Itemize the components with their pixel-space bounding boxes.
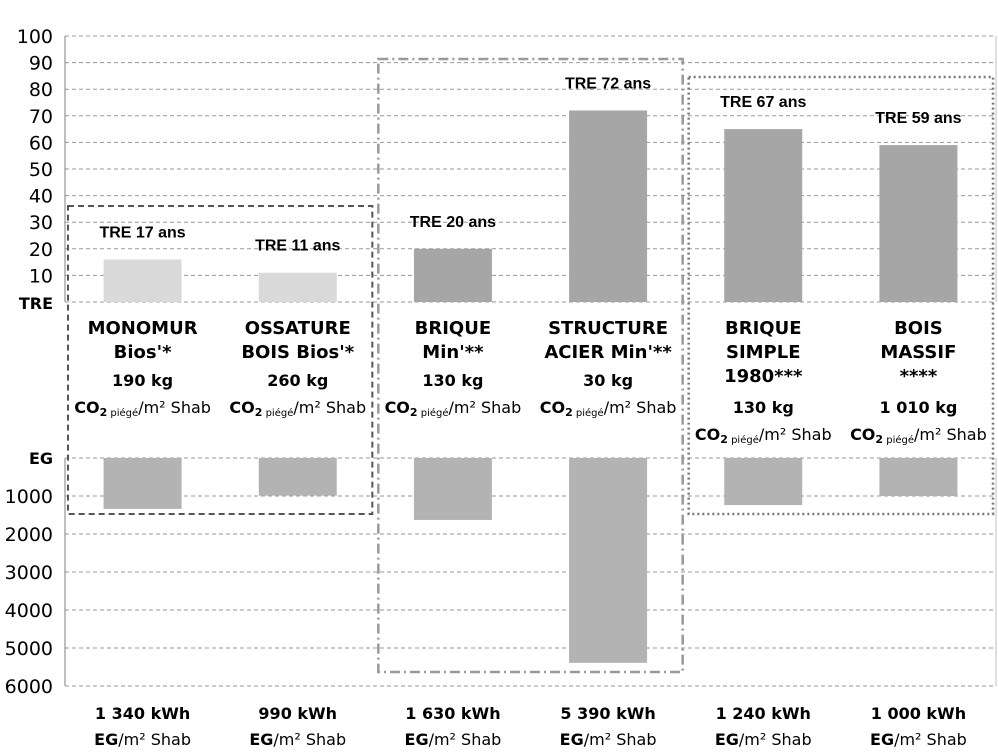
eg-unit: EG/m² Shab <box>870 730 967 749</box>
tre-data-label: TRE 17 ans <box>99 224 185 241</box>
eg-value-label: 1 340 kWh <box>95 704 190 723</box>
tre-bar <box>569 110 648 302</box>
co2-unit: CO2 piégé/m² Shab <box>540 398 677 419</box>
tre-bar <box>103 259 182 302</box>
co2-value: 130 kg <box>733 398 794 417</box>
eg-bar <box>569 458 648 663</box>
y-tick-label: 20 <box>29 239 53 261</box>
co2-unit: CO2 piégé/m² Shab <box>385 398 522 419</box>
y-tick-label: 30 <box>29 212 53 234</box>
y-tick-label: 60 <box>29 132 53 154</box>
group-box <box>67 205 374 515</box>
tre-data-label: TRE 11 ans <box>255 238 340 255</box>
tre-data-label: TRE 67 ans <box>720 94 806 111</box>
eg-axis-label: EG <box>29 449 53 468</box>
eg-value-label: 1 000 kWh <box>871 704 966 723</box>
eg-value-label: 990 kWh <box>258 704 337 723</box>
eg-bar <box>879 458 958 496</box>
tre-bar <box>258 272 337 302</box>
co2-value: 190 kg <box>112 371 173 390</box>
y-tick-label: 40 <box>29 186 53 208</box>
co2-unit: CO2 piégé/m² Shab <box>695 425 832 446</box>
category-name: STRUCTURE <box>548 318 668 339</box>
y-tick-label: 100 <box>17 26 53 48</box>
category-name: BOIS Bios'* <box>241 342 354 363</box>
eg-unit: EG/m² Shab <box>249 730 346 749</box>
y-tick-label: 1000 <box>5 486 53 508</box>
category-name: OSSATURE <box>245 318 351 339</box>
category-name: **** <box>900 366 938 387</box>
tre-bar <box>879 145 958 302</box>
y-tick-label: 50 <box>29 159 53 181</box>
category-name: MONOMUR <box>88 318 198 339</box>
eg-bar <box>413 458 492 520</box>
y-tick-label: 2000 <box>5 524 53 546</box>
eg-bar <box>724 458 803 506</box>
eg-value-label: 1 630 kWh <box>405 704 500 723</box>
y-tick-label: 6000 <box>5 676 53 698</box>
eg-bar <box>103 458 182 509</box>
tre-bar <box>724 129 803 302</box>
category-name: BRIQUE <box>415 318 492 339</box>
co2-value: 1 010 kg <box>880 398 958 417</box>
category-name: BRIQUE <box>725 318 802 339</box>
category-name: SIMPLE <box>726 342 801 363</box>
y-tick-label: 3000 <box>5 562 53 584</box>
eg-unit: EG/m² Shab <box>560 730 657 749</box>
category-name: ACIER Min'** <box>544 342 672 363</box>
eg-unit: EG/m² Shab <box>94 730 191 749</box>
category-name: Min'** <box>422 342 484 363</box>
y-tick-label: 90 <box>29 53 53 75</box>
tre-bar <box>413 248 492 302</box>
category-name: 1980*** <box>724 366 803 387</box>
category-name: BOIS <box>894 318 943 339</box>
category-name: Bios'* <box>114 342 172 363</box>
co2-unit: CO2 piégé/m² Shab <box>74 398 211 419</box>
co2-value: 30 kg <box>583 371 633 390</box>
y-tick-label: 10 <box>29 265 53 287</box>
y-tick-label: 80 <box>29 79 53 101</box>
tre-data-label: TRE 72 ans <box>565 75 651 92</box>
category-name: MASSIF <box>880 342 956 363</box>
y-tick-label: 70 <box>29 106 53 128</box>
eg-value-label: 1 240 kWh <box>716 704 811 723</box>
co2-value: 260 kg <box>267 371 328 390</box>
co2-unit: CO2 piégé/m² Shab <box>850 425 987 446</box>
co2-unit: CO2 piégé/m² Shab <box>229 398 366 419</box>
y-tick-label: 4000 <box>5 600 53 622</box>
eg-value-label: 5 390 kWh <box>560 704 655 723</box>
eg-unit: EG/m² Shab <box>405 730 502 749</box>
group-box <box>377 57 684 674</box>
y-tick-label: 5000 <box>5 638 53 660</box>
tre-data-label: TRE 59 ans <box>875 110 961 127</box>
tre-data-label: TRE 20 ans <box>410 214 496 231</box>
co2-value: 130 kg <box>422 371 483 390</box>
eg-unit: EG/m² Shab <box>715 730 812 749</box>
eg-bar <box>258 458 337 496</box>
tre-axis-label: TRE <box>19 294 53 313</box>
